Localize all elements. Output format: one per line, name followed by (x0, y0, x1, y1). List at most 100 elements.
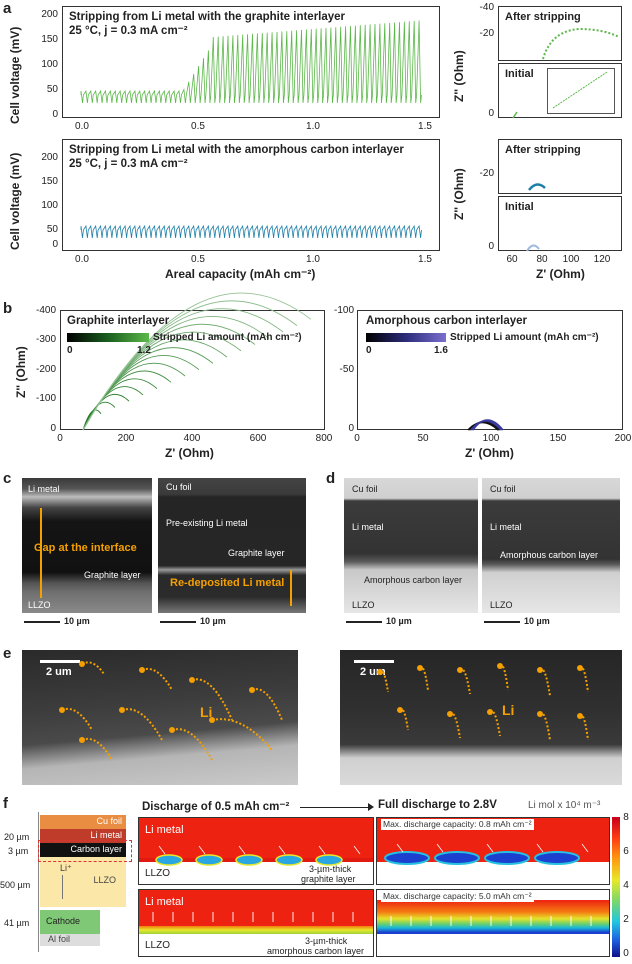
a-eis-ylabel-top: Z'' (Ohm) (452, 50, 466, 102)
flux-dot (577, 713, 583, 719)
flux-dot (447, 711, 453, 717)
c-scalebar (160, 621, 196, 623)
eis-initial-curve (512, 71, 608, 119)
f-dim-41: 41 µm (4, 918, 30, 928)
d-li-metal: Li metal (352, 522, 384, 532)
b-right-bar-min: 0 (366, 345, 372, 356)
d-sem-right: Cu foil Li metal Amorphous carbon layer … (482, 478, 620, 613)
f-carbon-layer: Carbon layer (40, 843, 126, 857)
white-arrow (486, 843, 494, 853)
eis-xtick: 120 (593, 254, 611, 265)
f-sim-gradient-field (377, 900, 609, 934)
f-dim-20: 20 µm (4, 832, 30, 842)
depletion-blob (315, 854, 343, 866)
b-right-plot: Amorphous carbon interlayer Stripped Li … (357, 310, 623, 431)
flux-arrow (251, 688, 283, 721)
flux-dot (79, 737, 85, 743)
c-sem-left: Li metal Gap at the interface Graphite l… (22, 478, 152, 613)
f-flux-arrows (152, 912, 354, 922)
b-xtick: 200 (614, 433, 632, 444)
flux-dot (59, 707, 65, 713)
eis-after-curve (528, 183, 546, 191)
flux-arrow (61, 708, 93, 731)
white-arrow (396, 843, 404, 853)
flux-dot (497, 663, 503, 669)
eis-initial-top: Initial (498, 63, 622, 119)
b-ytick: -50 (339, 364, 354, 375)
f-sim-amorph-left: Li metal LLZO 3-µm-thick amorphous carbo… (138, 889, 374, 957)
eis-xlabel: Z' (Ohm) (536, 267, 585, 281)
eis-ytick: -20 (479, 28, 494, 39)
c-gap: Gap at the interface (34, 542, 137, 554)
b-left-xlabel: Z' (Ohm) (165, 446, 214, 460)
flux-arrow (171, 728, 213, 761)
voltage-trace (80, 20, 422, 104)
f-sim-amorph-right: Max. discharge capacity: 5.0 mAh cm⁻² (376, 889, 610, 957)
f-cbar-tick: 0 (623, 948, 629, 959)
f-sim-li-label: Li metal (145, 896, 184, 908)
d-scale-label: 10 µm (386, 616, 412, 626)
a-ytick: 200 (41, 9, 58, 20)
f-head-arrow (300, 807, 370, 808)
white-arrow (436, 843, 444, 853)
d-llzo: LLZO (490, 600, 513, 610)
impedance-arc (82, 401, 116, 431)
a-ylabel-bot: Cell voltage (mV) (8, 152, 22, 250)
f-max1: Max. discharge capacity: 0.8 mAh cm⁻² (381, 819, 534, 830)
impedance-arc (82, 331, 242, 431)
li-flux-arrows (59, 661, 283, 761)
white-arrow (353, 845, 361, 855)
a-xtick: 1.5 (418, 121, 432, 132)
b-ytick: -100 (333, 305, 354, 316)
eis-initial-label: Initial (505, 201, 534, 213)
b-xtick: 200 (117, 433, 135, 444)
flux-dot (189, 677, 195, 683)
a-bot-curve (80, 224, 422, 239)
f-sim-li-field (139, 890, 373, 928)
depletion-blob (235, 854, 263, 866)
f-li-flow-arrow (62, 875, 63, 899)
flux-dot (537, 711, 543, 717)
a-ytick: 50 (46, 84, 58, 95)
e-scalebar (40, 660, 80, 663)
panel-label-e: e (3, 645, 12, 662)
impedance-arc (82, 386, 144, 431)
a-ytick: 100 (41, 59, 58, 70)
b-left-bar-min: 0 (67, 345, 73, 356)
c-scalebar (24, 621, 60, 623)
b-xtick: 800 (315, 433, 333, 444)
f-cathode-layer: Cathode (40, 910, 100, 934)
f-cbar-tick: 2 (623, 914, 629, 925)
flux-dot (577, 665, 583, 671)
f-cathode-label: Cathode (46, 916, 81, 926)
f-depletion-blobs (384, 843, 589, 865)
eis-initial-curve (526, 244, 540, 252)
a-bot-cond: 25 °C, j = 0.3 mA cm⁻² (69, 158, 188, 170)
e-scale-label: 2 um (46, 666, 72, 678)
eis-initial-bot: Initial (498, 196, 622, 252)
a-top-title: Stripping from Li metal with the graphit… (69, 11, 346, 23)
f-amorph-note2: amorphous carbon layer (267, 946, 365, 956)
white-arrow (198, 845, 206, 855)
eis-xtick: 60 (506, 254, 518, 265)
a-ytick: 0 (52, 239, 58, 250)
b-ytick: 0 (348, 423, 354, 434)
a-top-cond: 25 °C, j = 0.3 mA cm⁻² (69, 25, 188, 37)
f-sim-llzo-label: LLZO (145, 940, 171, 951)
f-al-label: Al foil (48, 934, 71, 944)
e-sem-right: 2 um Li (340, 650, 622, 785)
b-right-bar-max: 1.6 (434, 345, 448, 356)
eis-inset-line (552, 71, 608, 109)
panel-label-f: f (3, 795, 8, 812)
d-li-metal: Li metal (490, 522, 522, 532)
f-axis-line (38, 812, 39, 952)
depletion-blob (534, 851, 580, 865)
d-cu-foil: Cu foil (352, 484, 378, 494)
c-cu-foil: Cu foil (166, 482, 192, 492)
a-bot-plot: Stripping from Li metal with the amorpho… (62, 139, 440, 251)
b-left-bar-max: 1.2 (137, 345, 151, 356)
f-cbar-tick: 6 (623, 846, 629, 857)
depletion-blob (384, 851, 430, 865)
c-scale-label: 10 µm (200, 616, 226, 626)
a-ytick: 150 (41, 176, 58, 187)
